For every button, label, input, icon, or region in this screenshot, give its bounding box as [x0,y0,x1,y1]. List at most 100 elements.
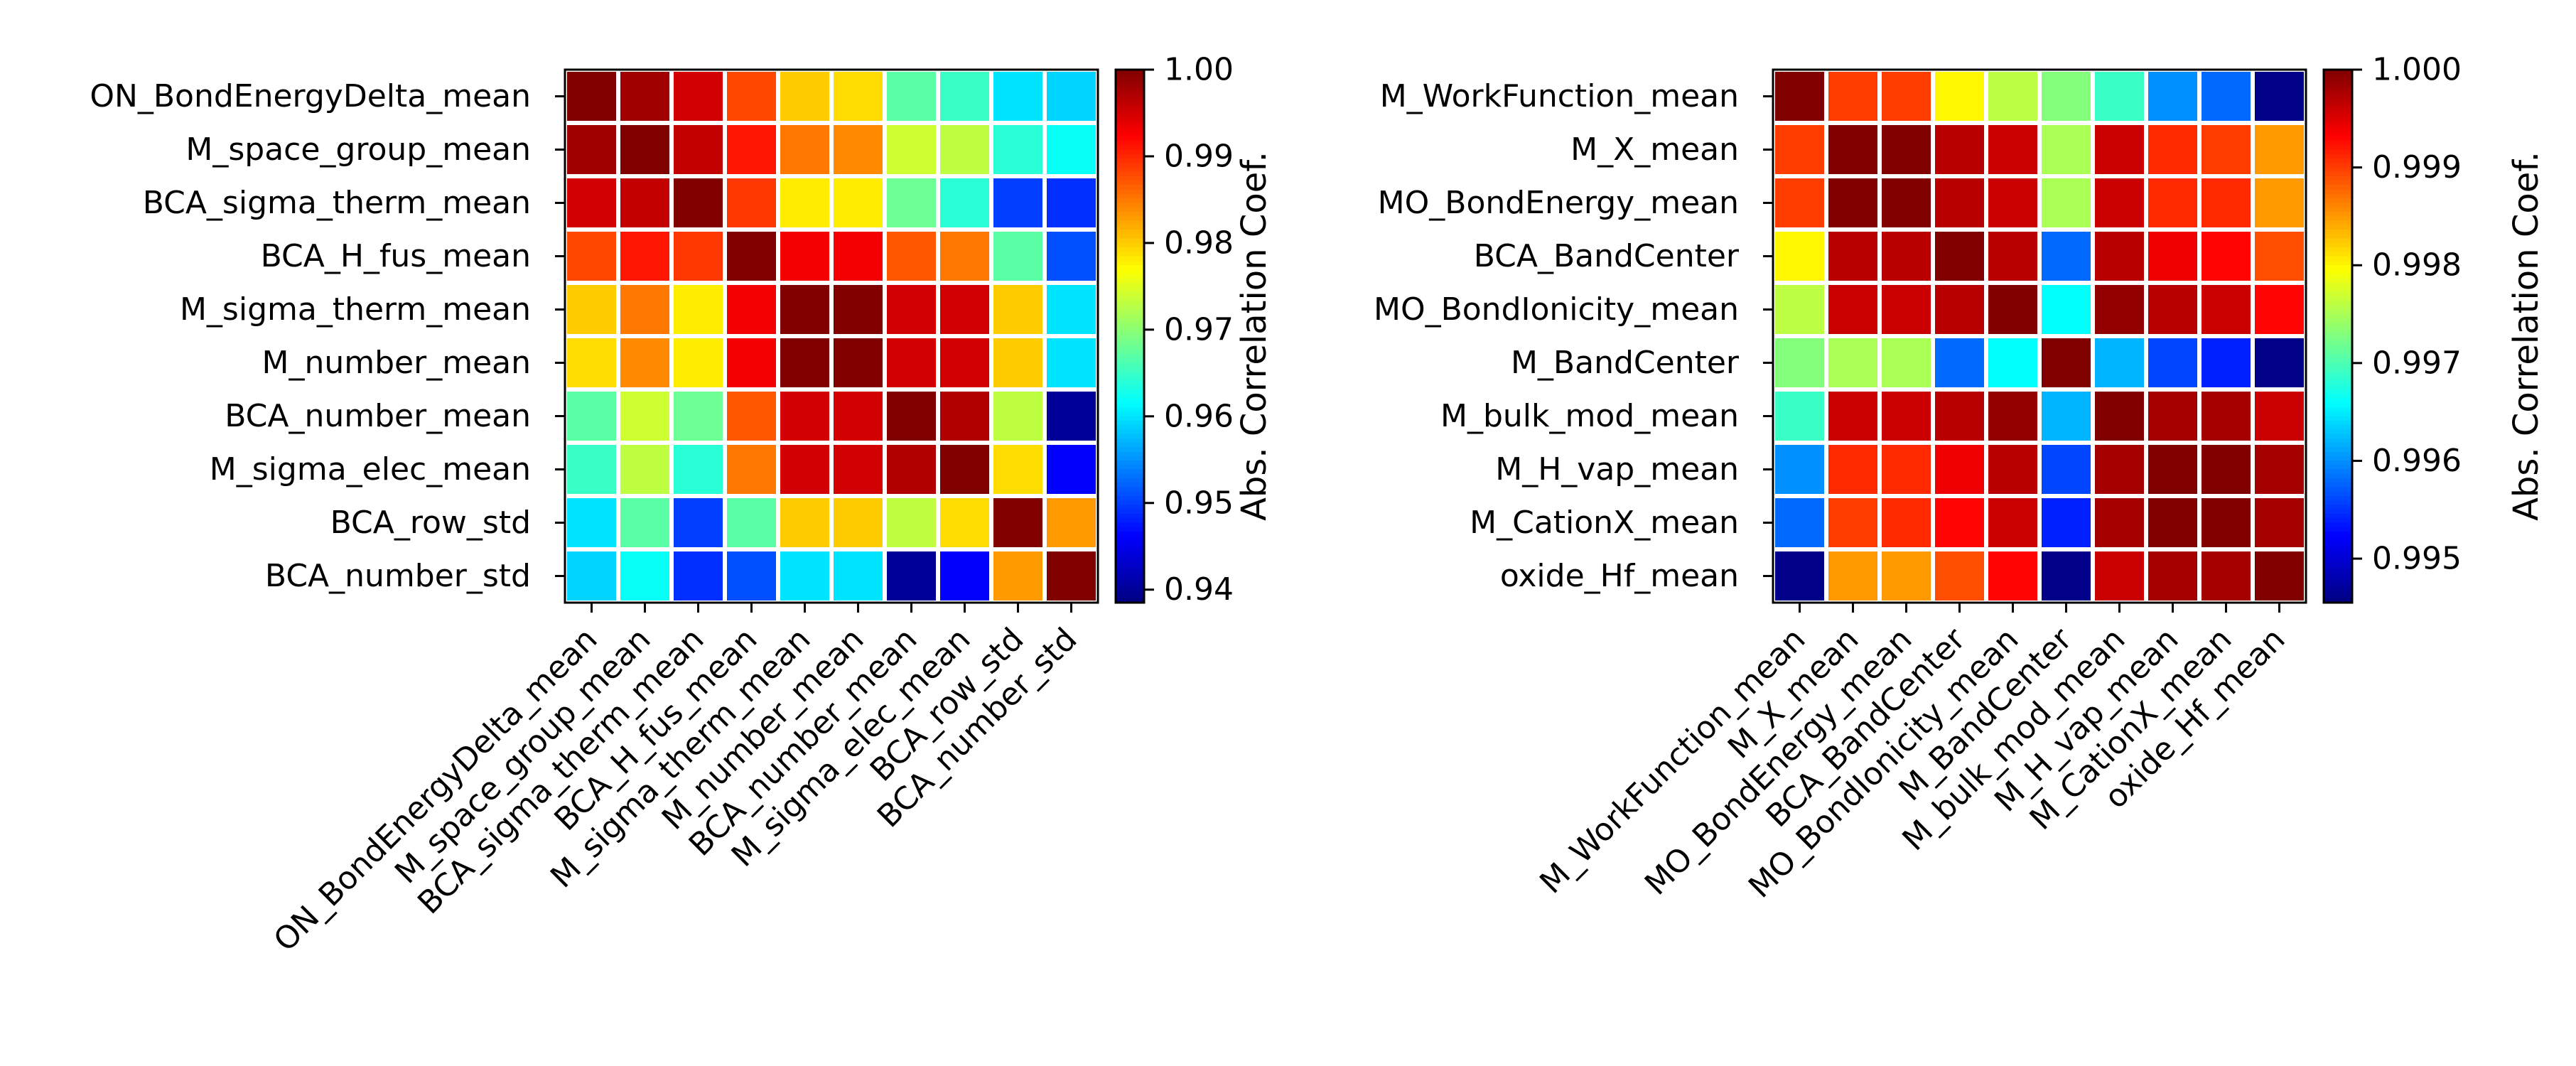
heatmap-cell [2202,551,2251,601]
heatmap-cell [940,551,989,601]
colorbar-segment [2324,349,2352,355]
colorbar-segment [2324,483,2352,488]
colorbar-segment [1116,340,1144,346]
heatmap-cell [2255,232,2304,281]
colorbar-segment [1116,318,1144,324]
heatmap-cell [567,178,616,227]
colorbar-segment [2324,220,2352,226]
colorbar-segment [1116,291,1144,297]
colorbar-segment [1116,274,1144,279]
heatmap-cell [780,445,829,494]
heatmap-cell [2042,392,2091,441]
heatmap-cell [940,392,989,441]
heatmap-cell [1775,445,1824,494]
heatmap-cell [1775,551,1824,601]
colorbar-segment [1116,198,1144,204]
row-label: M_X_mean [1570,131,1739,168]
heatmap-cell [993,445,1042,494]
colorbar-segment [1116,567,1144,573]
heatmap-cell [2148,551,2197,601]
colorbar-segment [1116,380,1144,386]
colorbar-segment [2324,398,2352,404]
heatmap-cell [834,285,883,334]
colorbar-segment [1116,252,1144,257]
heatmap-left: ON_BondEnergyDelta_mean M_space_group_mea… [90,52,1274,959]
row-label: M_number_mean [262,345,531,381]
colorbar-segment [2324,87,2352,93]
colorbar-segment [1116,305,1144,311]
colorbar-segment [1116,123,1144,129]
colorbar-segment [1116,260,1144,266]
heatmap-cell [620,551,669,601]
colorbar-segment [2324,203,2352,208]
heatmap-cell [1988,178,2037,227]
colorbar-segment [2324,362,2352,368]
heatmap-cell [1828,72,1877,121]
row-label: M_space_group_mean [185,131,531,168]
heatmap-cell [567,445,616,494]
heatmap-cell [834,445,883,494]
colorbar-tick-label: 0.95 [1164,485,1234,521]
colorbar-segment [1116,558,1144,564]
heatmap-cell [887,445,936,494]
heatmap-cell [2148,445,2197,494]
colorbar-segment [2324,496,2352,502]
colorbar-segment [2324,376,2352,382]
colorbar-segment [1116,301,1144,306]
colorbar-segment [2324,145,2352,151]
colorbar-segment [2324,318,2352,324]
colorbar-segment [1116,225,1144,230]
heatmap-cell [887,498,936,547]
colorbar-segment [2324,402,2352,408]
heatmap-cell [1882,498,1931,547]
colorbar-segment [2324,185,2352,190]
colorbar-segment [1116,185,1144,190]
heatmap-cell [834,392,883,441]
colorbar-segment [1116,336,1144,342]
heatmap-cell [674,445,723,494]
heatmap-cell [567,232,616,281]
colorbar-segment [1116,532,1144,537]
colorbar-segment [2324,92,2352,97]
heatmap-cell [674,232,723,281]
colorbar-segment [2324,301,2352,306]
colorbar-segment [2324,461,2352,466]
colorbar-tick-label: 0.98 [1164,225,1234,261]
colorbar-segment [1116,376,1144,382]
colorbar-segment [2324,372,2352,377]
colorbar-segment [2324,473,2352,479]
heatmap-cell [1935,392,1984,441]
heatmap-cell [1775,338,1824,387]
row-label: M_bulk_mod_mean [1440,398,1739,434]
colorbar-frame [1114,68,1146,604]
colorbar-segment [1116,585,1144,591]
heatmap-cell [674,125,723,174]
colorbar-frame [2322,68,2354,604]
heatmap-cell [1988,285,2037,334]
heatmap-cell [1935,125,1984,174]
heatmap-cell [1882,125,1931,174]
row-label: M_H_vap_mean [1495,451,1739,488]
colorbar-segment [2324,354,2352,360]
heatmap-cell [2042,551,2091,601]
colorbar-tick-label: 0.94 [1164,571,1234,608]
heatmap-cell [1988,338,2037,387]
colorbar-segment [1116,109,1144,115]
colorbar-segment [1116,327,1144,333]
colorbar-tick-label: 1.00 [1164,52,1234,88]
heatmap-cell [1775,178,1824,227]
heatmap-cell [2202,338,2251,387]
colorbar-segment [2324,425,2352,431]
heatmap-cell [727,551,776,601]
heatmap-cell [993,338,1042,387]
heatmap-cell [834,498,883,547]
colorbar-segment [2324,252,2352,257]
row-label: BCA_sigma_therm_mean [143,185,531,221]
heatmap-cell [1882,285,1931,334]
colorbar-segment [2324,114,2352,119]
colorbar-segment [1116,518,1144,524]
colorbar-segment [1116,349,1144,355]
colorbar-segment [2324,487,2352,492]
colorbar-segment [1116,154,1144,159]
